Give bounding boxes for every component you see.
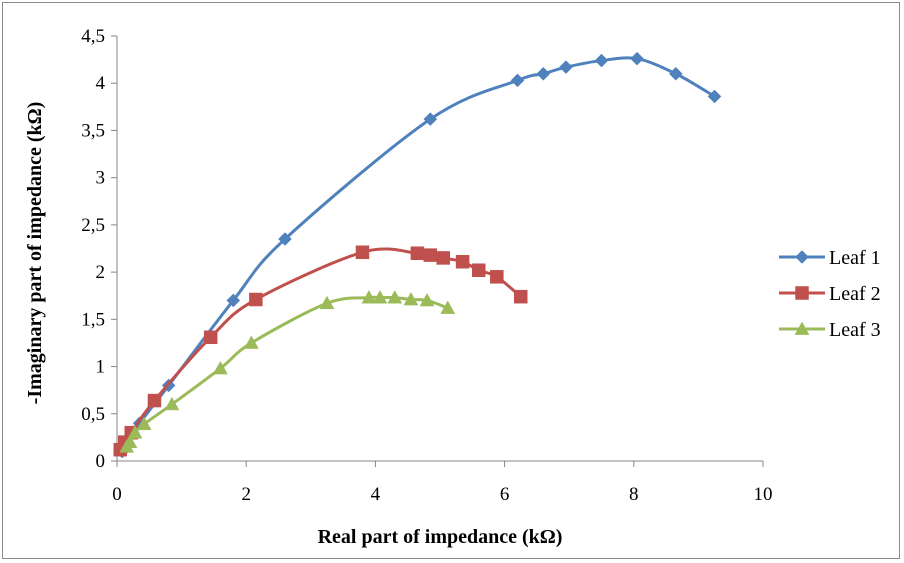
data-point-leaf-1 — [594, 53, 609, 68]
legend-marker — [795, 250, 809, 264]
data-point-leaf-2 — [249, 292, 263, 307]
series-line-leaf-3 — [125, 295, 449, 448]
data-point-leaf-3 — [361, 290, 377, 304]
data-point-leaf-3 — [387, 290, 403, 304]
data-point-leaf-2 — [490, 270, 504, 284]
data-point-leaf-2 — [147, 393, 162, 408]
data-point-leaf-2 — [455, 254, 470, 269]
series-leaf-2 — [113, 245, 528, 457]
y-axis-title: -Imaginary part of impedance (kΩ) — [24, 102, 46, 405]
x-tick-label: 6 — [500, 484, 510, 505]
axes: 0 0,5 1 1,5 2 2,5 3 3,5 4 4,5 0 2 4 6 8 10 — [81, 26, 772, 505]
legend: Leaf 1 Leaf 2 Leaf 3 — [779, 247, 881, 341]
x-tick-label: 8 — [629, 484, 639, 505]
y-tick-label: 0,5 — [81, 404, 105, 425]
y-tick-label: 2 — [96, 262, 106, 283]
data-point-leaf-2 — [514, 289, 528, 304]
data-point-leaf-2 — [203, 330, 218, 345]
data-point-leaf-2 — [472, 263, 486, 277]
legend-marker — [795, 286, 809, 300]
x-tick-label: 10 — [754, 484, 773, 505]
legend-label: Leaf 2 — [829, 283, 881, 305]
y-tick-label: 3 — [96, 168, 106, 189]
data-point-leaf-2 — [436, 251, 450, 265]
data-point-leaf-2 — [423, 248, 438, 262]
data-point-leaf-1 — [668, 66, 683, 81]
data-point-leaf-1 — [423, 112, 438, 126]
legend-item-leaf-3: Leaf 3 — [779, 319, 881, 341]
data-point-leaf-3 — [164, 396, 180, 411]
data-point-leaf-1 — [707, 89, 722, 104]
data-point-leaf-2 — [410, 246, 425, 260]
data-point-leaf-3 — [243, 335, 259, 349]
data-point-leaf-1 — [536, 66, 551, 81]
series-layer — [113, 51, 722, 459]
y-tick-label: 3,5 — [81, 120, 105, 141]
data-point-leaf-3 — [403, 291, 419, 306]
legend-item-leaf-2: Leaf 2 — [779, 283, 881, 305]
y-tick-label: 4,5 — [81, 26, 105, 47]
data-point-leaf-3 — [136, 416, 152, 431]
series-leaf-3 — [119, 290, 456, 453]
y-tick-label: 4 — [96, 73, 106, 94]
data-point-leaf-2 — [355, 245, 370, 260]
data-point-leaf-1 — [226, 293, 241, 308]
data-point-leaf-1 — [559, 60, 573, 75]
data-point-leaf-3 — [319, 295, 335, 310]
data-point-leaf-3 — [122, 434, 138, 448]
x-tick-label: 4 — [371, 484, 381, 505]
y-tick-label: 1 — [96, 357, 106, 378]
y-tick-label: 0 — [96, 451, 106, 472]
data-point-leaf-3 — [440, 300, 456, 314]
legend-marker — [794, 321, 810, 335]
x-axis-title: Real part of impedance (kΩ) — [318, 526, 563, 548]
data-point-leaf-3 — [127, 425, 143, 439]
y-tick-label: 1,5 — [81, 309, 105, 330]
data-point-leaf-3 — [372, 290, 388, 304]
data-point-leaf-3 — [419, 292, 435, 307]
legend-label: Leaf 3 — [829, 319, 881, 341]
data-point-leaf-3 — [212, 360, 228, 375]
data-point-leaf-1 — [510, 73, 525, 88]
x-tick-label: 2 — [241, 484, 251, 505]
legend-item-leaf-1: Leaf 1 — [779, 247, 881, 269]
x-tick-label: 0 — [112, 484, 122, 505]
data-point-leaf-1 — [630, 51, 644, 66]
data-point-leaf-1 — [278, 232, 292, 246]
series-line-leaf-2 — [118, 247, 522, 451]
legend-label: Leaf 1 — [829, 247, 881, 269]
y-tick-label: 2,5 — [81, 215, 105, 236]
